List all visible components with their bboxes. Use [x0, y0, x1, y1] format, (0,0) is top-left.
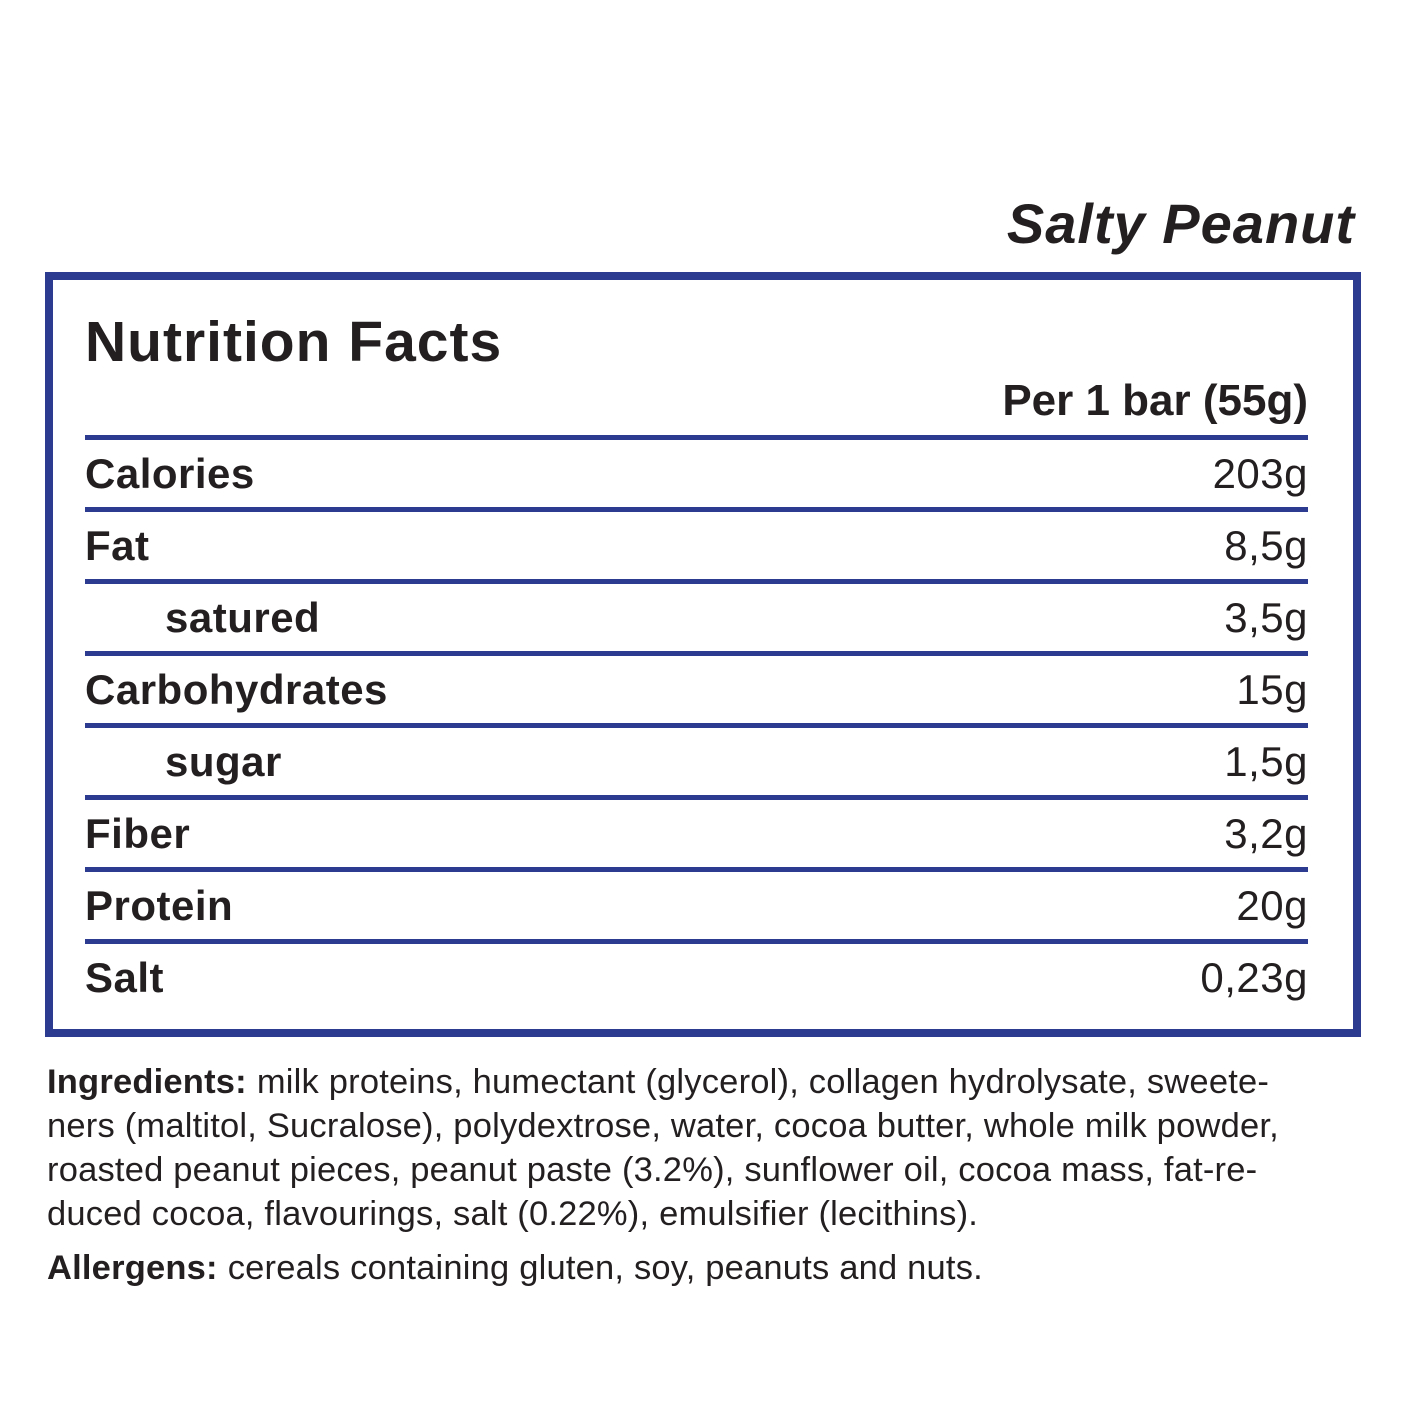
- flavor-title: Salty Peanut: [1006, 192, 1355, 255]
- nutrient-row-fiber: Fiber 3,2g: [85, 800, 1308, 872]
- nutrient-label: satured: [165, 593, 321, 641]
- nutrient-value: 1,5g: [1224, 737, 1308, 785]
- nutrient-value: 203g: [1212, 449, 1308, 497]
- nutrient-value: 3,2g: [1224, 809, 1308, 857]
- ingredients-line: ners (maltitol, Sucralose), polydextrose…: [47, 1107, 1279, 1145]
- nutrient-value: 20g: [1236, 881, 1308, 929]
- nutrient-row-saturated: satured 3,5g: [85, 584, 1308, 656]
- panel-title: Nutrition Facts: [85, 310, 503, 374]
- nutrient-label: Carbohydrates: [85, 665, 388, 713]
- nutrient-value: 8,5g: [1224, 521, 1308, 569]
- nutrition-facts-panel: Nutrition Facts Per 1 bar (55g) Calories…: [45, 272, 1361, 1037]
- nutrient-label: Fiber: [85, 809, 191, 857]
- serving-size: Per 1 bar (55g): [85, 379, 1308, 440]
- ingredients-line: milk proteins, humectant (glycerol), col…: [256, 1063, 1270, 1101]
- nutrient-row-calories: Calories 203g: [85, 440, 1308, 512]
- nutrient-label: Calories: [85, 449, 255, 497]
- nutrient-table: Calories 203g Fat 8,5g satured 3,5g Carb…: [85, 440, 1308, 1011]
- ingredients-label: Ingredients:: [47, 1063, 247, 1101]
- nutrient-value: 3,5g: [1224, 593, 1308, 641]
- allergens-line: cereals containing gluten, soy, peanuts …: [227, 1249, 983, 1287]
- ingredients-text: Ingredients: milk proteins, humectant (gl…: [47, 1060, 1377, 1236]
- allergens-text: Allergens: cereals containing gluten, soy…: [47, 1246, 1377, 1290]
- nutrient-label: Fat: [85, 521, 150, 569]
- allergens-label: Allergens:: [47, 1249, 218, 1287]
- ingredients-line: roasted peanut pieces, peanut paste (3.2…: [47, 1151, 1258, 1189]
- nutrient-row-sugar: sugar 1,5g: [85, 728, 1308, 800]
- nutrient-label: Salt: [85, 953, 165, 1001]
- nutrient-row-protein: Protein 20g: [85, 872, 1308, 944]
- nutrient-row-carbohydrates: Carbohydrates 15g: [85, 656, 1308, 728]
- nutrient-label: Protein: [85, 881, 234, 929]
- ingredients-line: duced cocoa, flavourings, salt (0.22%), …: [47, 1195, 979, 1233]
- nutrient-row-fat: Fat 8,5g: [85, 512, 1308, 584]
- nutrient-value: 15g: [1236, 665, 1308, 713]
- nutrient-label: sugar: [165, 737, 282, 785]
- nutrient-value: 0,23g: [1200, 953, 1308, 1001]
- nutrient-row-salt: Salt 0,23g: [85, 944, 1308, 1011]
